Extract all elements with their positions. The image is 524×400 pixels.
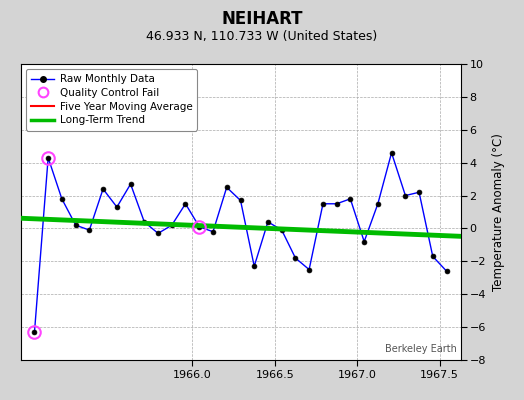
Legend: Raw Monthly Data, Quality Control Fail, Five Year Moving Average, Long-Term Tren: Raw Monthly Data, Quality Control Fail, … [26, 69, 198, 130]
Text: Berkeley Earth: Berkeley Earth [385, 344, 457, 354]
Text: NEIHART: NEIHART [221, 10, 303, 28]
Text: 46.933 N, 110.733 W (United States): 46.933 N, 110.733 W (United States) [146, 30, 378, 43]
Y-axis label: Temperature Anomaly (°C): Temperature Anomaly (°C) [492, 133, 505, 291]
